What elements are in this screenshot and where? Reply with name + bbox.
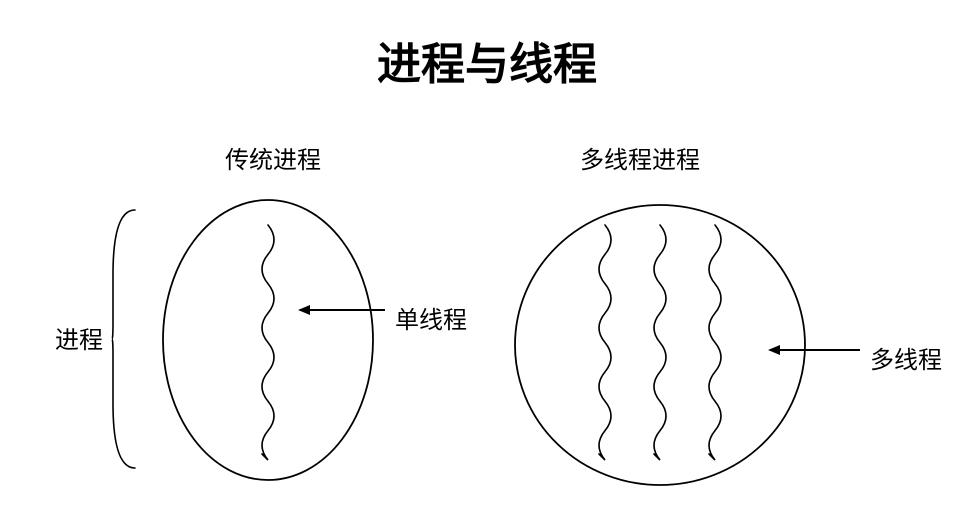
right-thread-2 [709, 225, 721, 460]
diagram-svg [0, 0, 974, 528]
right-thread-1 [654, 225, 666, 460]
process-brace [112, 210, 135, 468]
left-thread-0 [262, 225, 274, 460]
right-process-ellipse [515, 205, 805, 485]
right-thread-0 [599, 225, 611, 460]
left-process-ellipse [163, 200, 373, 480]
